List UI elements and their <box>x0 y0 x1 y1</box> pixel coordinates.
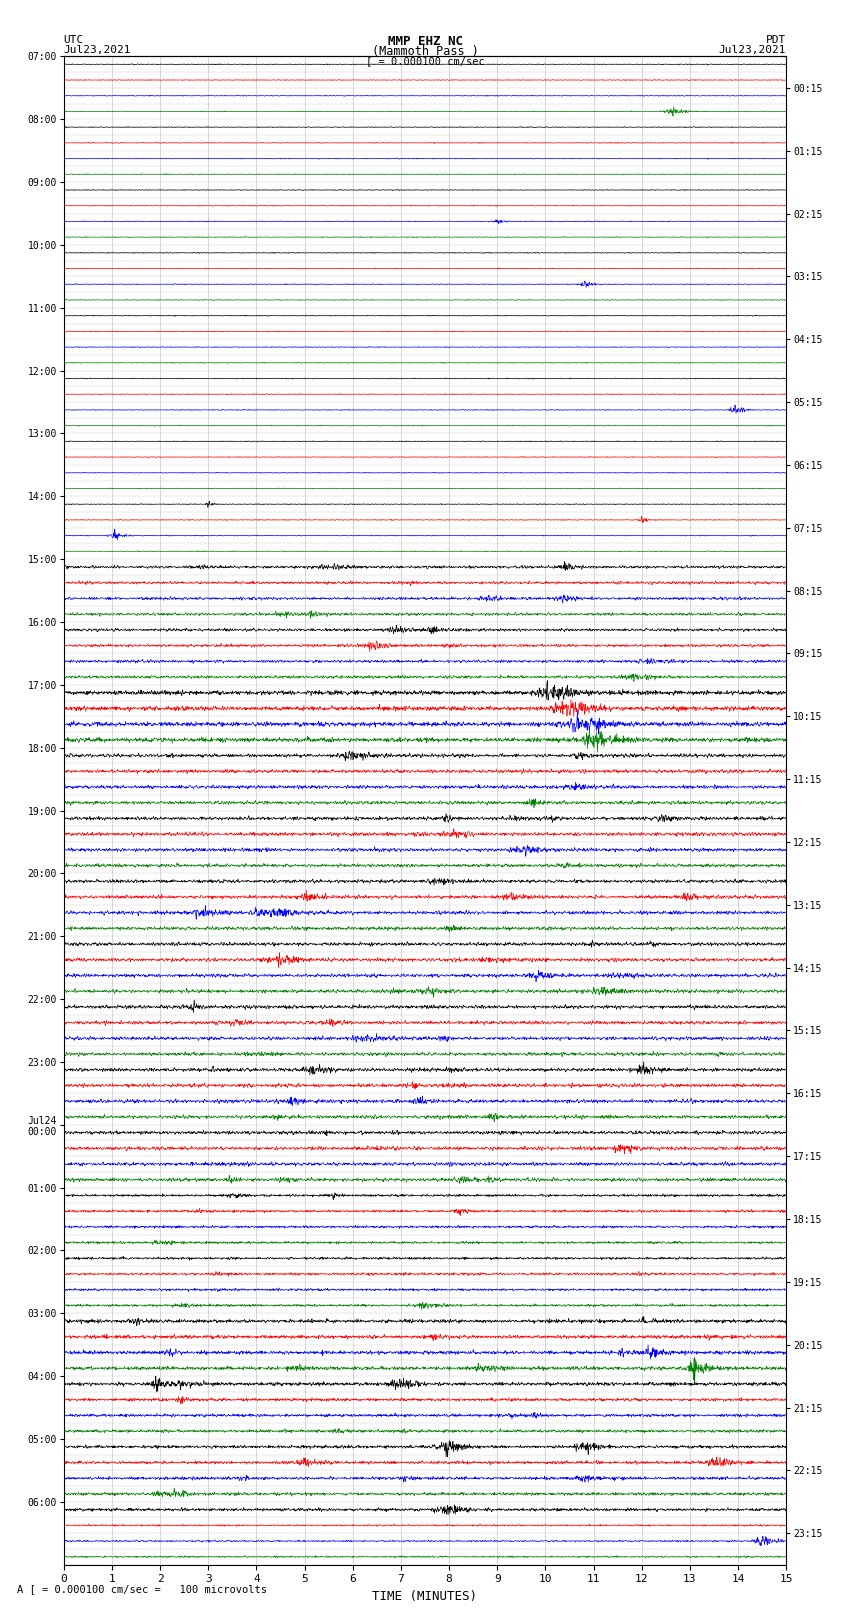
Text: Jul23,2021: Jul23,2021 <box>64 45 131 55</box>
Text: A [ = 0.000100 cm/sec =   100 microvolts: A [ = 0.000100 cm/sec = 100 microvolts <box>17 1584 267 1594</box>
Text: PDT: PDT <box>766 35 786 45</box>
Text: [ = 0.000100 cm/sec: [ = 0.000100 cm/sec <box>366 56 484 66</box>
Text: UTC: UTC <box>64 35 84 45</box>
Text: MMP EHZ NC: MMP EHZ NC <box>388 35 462 48</box>
Text: (Mammoth Pass ): (Mammoth Pass ) <box>371 45 479 58</box>
Text: Jul23,2021: Jul23,2021 <box>719 45 786 55</box>
X-axis label: TIME (MINUTES): TIME (MINUTES) <box>372 1590 478 1603</box>
